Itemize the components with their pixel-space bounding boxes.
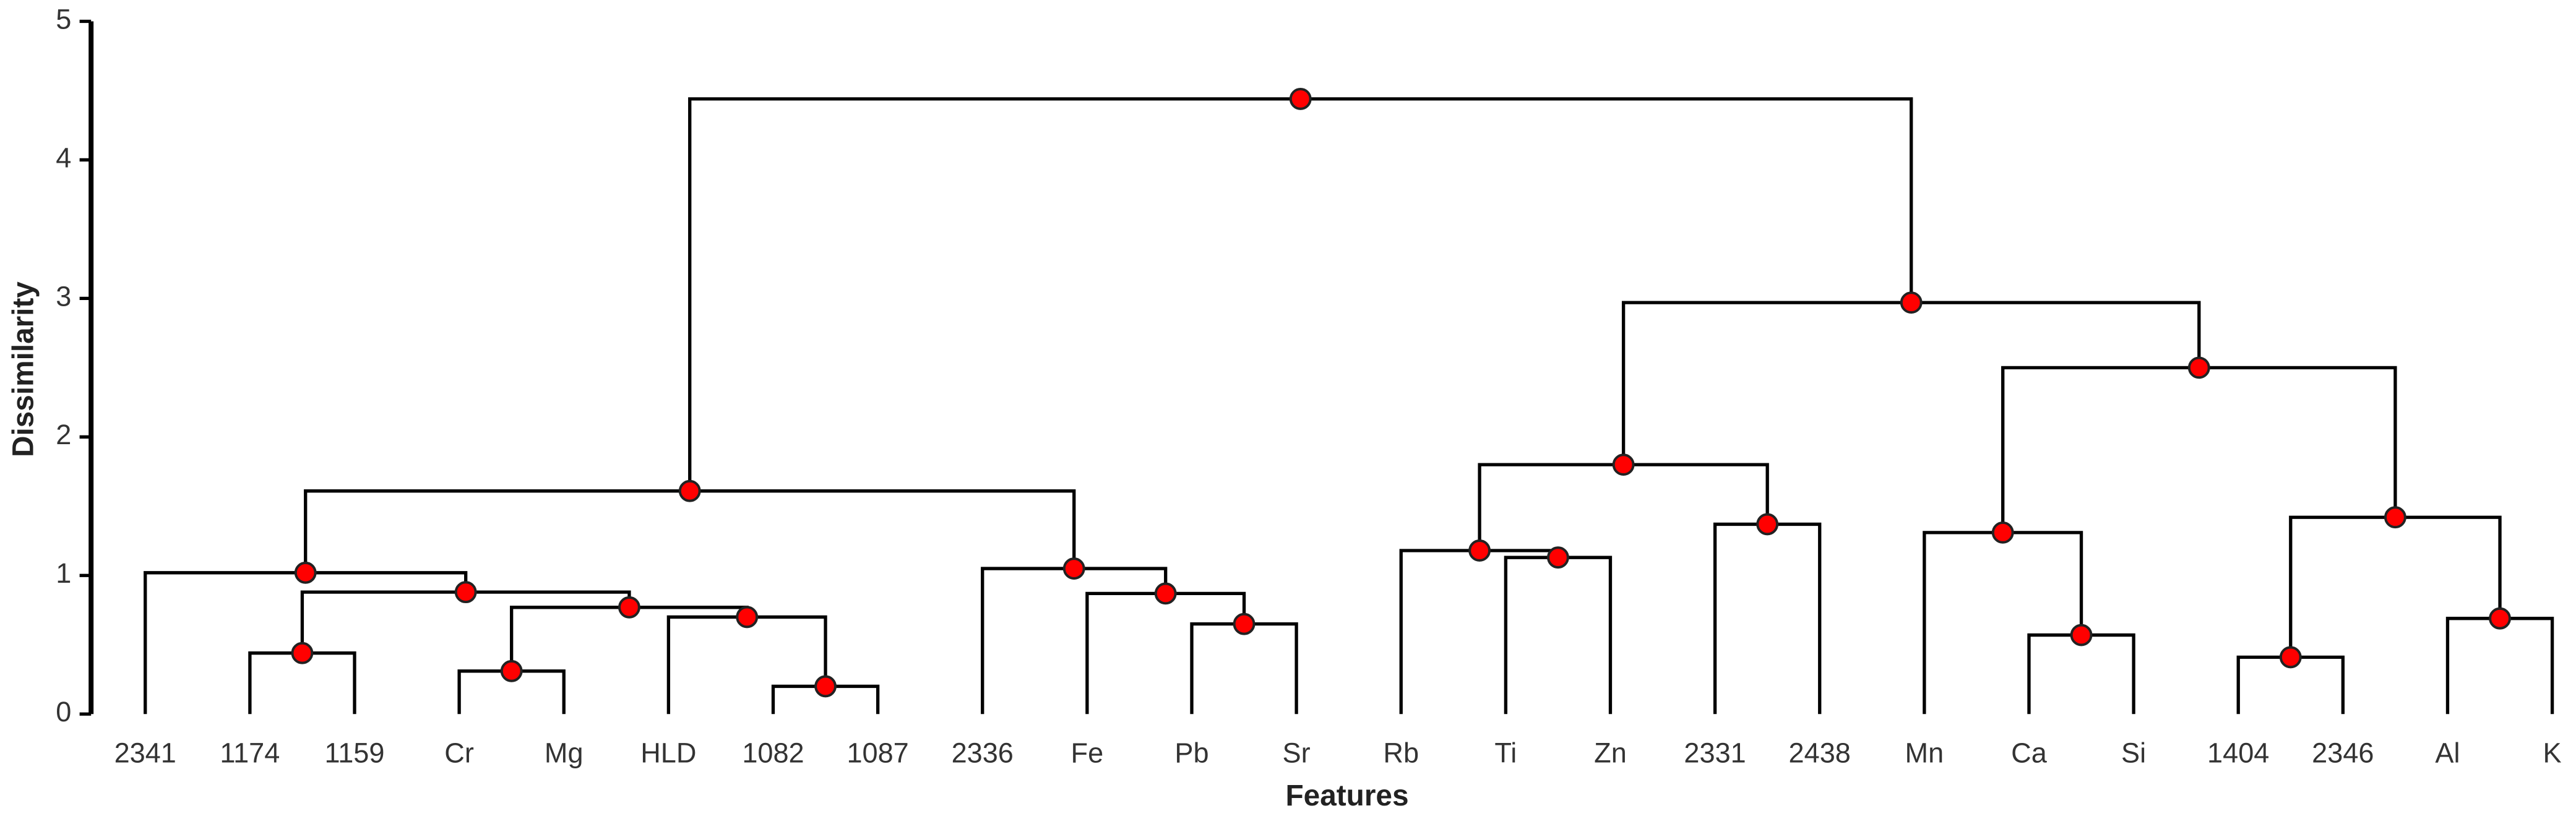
merge-node [2384,506,2406,529]
leaf-label: 1082 [742,737,804,768]
merge-node [500,659,523,682]
dendrogram-link [2445,617,2554,715]
dendrogram-link [2001,366,2397,533]
leaf-label: Cr [444,737,474,768]
leaf-label: HLD [640,737,696,768]
merge-node [1062,557,1085,580]
y-tick-label: 3 [56,280,71,312]
leaf-label: Mg [545,737,584,768]
dendrogram-link [1621,301,2201,465]
dendrogram-link [2027,633,2135,715]
merge-node [1154,582,1177,605]
leaf-label: Zn [1594,737,1627,768]
leaf-label: 1174 [220,737,280,768]
y-tick-label: 1 [56,557,71,589]
leaf-label: Si [2121,737,2146,768]
dendrogram-link [688,97,1913,491]
leaf-label: 1404 [2207,737,2269,768]
dendrogram-link [1713,522,1822,715]
leaf-label: 1159 [325,737,385,768]
dendrogram-link [666,615,827,715]
leaf-label: K [2543,737,2562,768]
leaf-label: Mn [1905,737,1944,768]
dendrogram-link [1504,556,1613,715]
merge-node [618,596,640,619]
merge-node [1900,291,1923,314]
merge-node [1547,546,1569,569]
y-tick-label: 0 [56,696,71,727]
x-axis-label: Features [1285,779,1408,812]
leaf-label: 2331 [1684,737,1746,768]
dendrogram-link [1923,531,2083,715]
merge-node [2187,356,2210,379]
dendrogram-link [2289,515,2502,658]
leaf-label: 2341 [114,737,176,768]
leaf-label: Rb [1383,737,1419,768]
leaf-label: Sr [1283,737,1311,768]
leaf-label: 2438 [1789,737,1851,768]
dendrogram-link [1399,549,1560,715]
dendrogram-link [981,567,1168,715]
merge-node [814,675,837,698]
merge-node [1612,453,1635,476]
dendrogram-link [304,489,1076,573]
leaf-label: 2336 [952,737,1014,768]
leaf-label: Ca [2011,737,2048,768]
merge-node [678,479,701,502]
dendrogram-link [1190,622,1298,715]
leaf-label: 1087 [846,737,908,768]
y-tick-label: 5 [56,3,71,35]
merge-node [1233,612,1256,635]
merge-node [2070,624,2093,646]
y-axis-label: Dissimilarity [7,281,40,457]
leaf-label: 2346 [2312,737,2374,768]
dendrogram-link [1085,591,1246,715]
merge-node [454,581,477,604]
y-tick-label: 2 [56,419,71,450]
merge-node [1756,513,1779,536]
merge-node [2279,646,2302,669]
merge-node [1991,521,2014,544]
merge-node [291,642,314,664]
merge-node [1468,539,1491,562]
merge-node [736,606,759,629]
leaf-label: Al [2435,737,2460,768]
merge-node [294,561,317,584]
merge-node [2489,607,2511,630]
y-tick-label: 4 [56,142,71,173]
leaf-label: Fe [1071,737,1104,768]
leaf-label: Ti [1494,737,1517,768]
dendrogram-link [1478,463,1769,551]
leaf-label: Pb [1174,737,1208,768]
merge-node [1289,87,1312,110]
